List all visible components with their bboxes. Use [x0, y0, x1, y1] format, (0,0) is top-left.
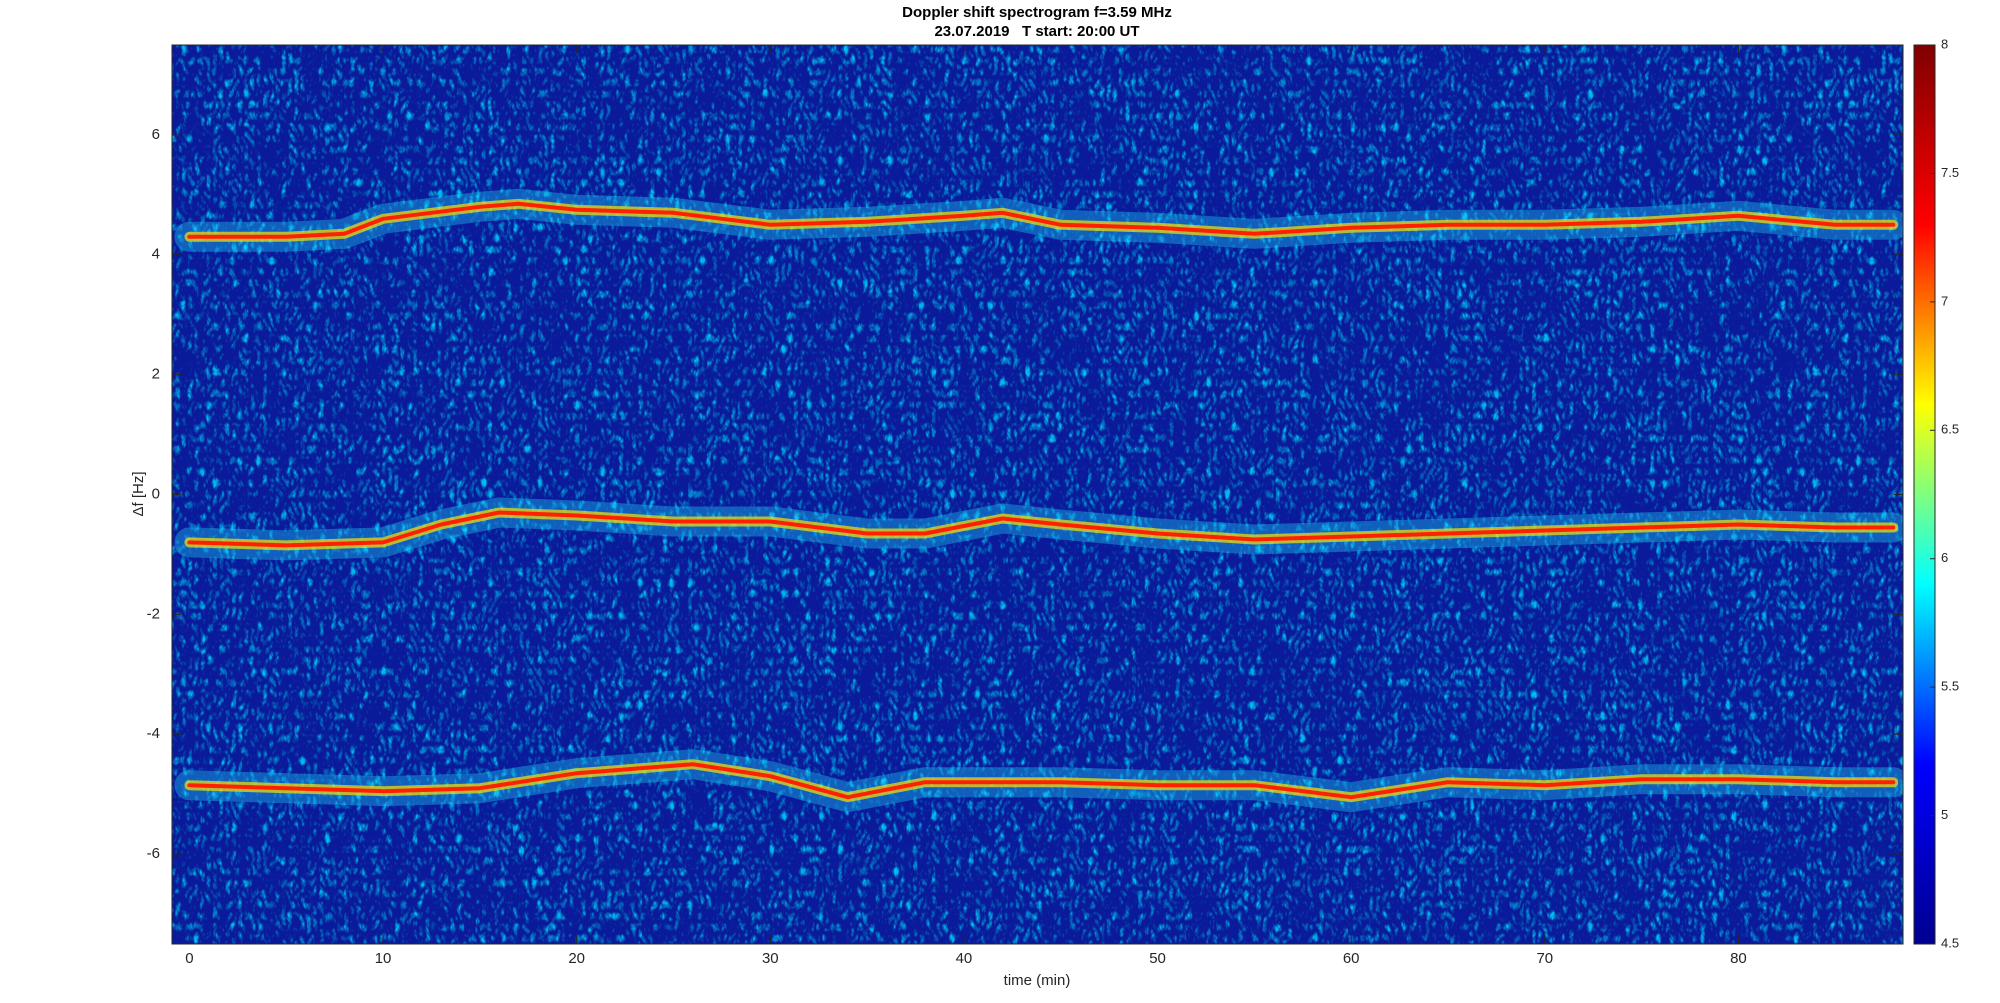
x-tick-label: 30 [762, 950, 779, 967]
colorbar-tick-label: 7 [1941, 293, 1948, 308]
colorbar-tick-label: 6 [1941, 550, 1948, 565]
colorbar [1913, 44, 1936, 945]
x-tick-label: 50 [1149, 950, 1166, 967]
chart-title: Doppler shift spectrogram f=3.59 MHz [902, 4, 1172, 21]
x-axis-label: time (min) [1004, 972, 1071, 989]
colorbar-tick-label: 6.5 [1941, 422, 1959, 437]
y-tick-label: 4 [152, 246, 160, 263]
y-tick-label: -6 [147, 845, 160, 862]
y-axis-label: Δf [Hz] [130, 471, 147, 516]
y-tick-label: 2 [152, 366, 160, 383]
x-tick-label: 20 [568, 950, 585, 967]
y-tick-label: -2 [147, 605, 160, 622]
trace-line [187, 762, 1896, 800]
trace-line [187, 510, 1896, 548]
x-tick-label: 0 [185, 950, 193, 967]
x-tick-label: 70 [1536, 950, 1553, 967]
colorbar-tick-label: 5.5 [1941, 679, 1959, 694]
trace-line [187, 201, 1896, 239]
chart-subtitle: 23.07.2019 T start: 20:00 UT [934, 23, 1139, 40]
noise-texture [172, 45, 1903, 944]
x-tick-label: 80 [1730, 950, 1747, 967]
colorbar-tick-label: 7.5 [1941, 165, 1959, 180]
colorbar-tick-label: 8 [1941, 36, 1948, 51]
x-tick-label: 40 [956, 950, 973, 967]
y-tick-label: -4 [147, 725, 160, 742]
traces [174, 188, 1903, 813]
y-tick-label: 6 [152, 126, 160, 143]
x-tick-label: 10 [375, 950, 392, 967]
x-tick-label: 60 [1343, 950, 1360, 967]
colorbar-tick-label: 5 [1941, 807, 1948, 822]
y-tick-label: 0 [152, 485, 160, 502]
colorbar-tick-label: 4.5 [1941, 935, 1959, 950]
